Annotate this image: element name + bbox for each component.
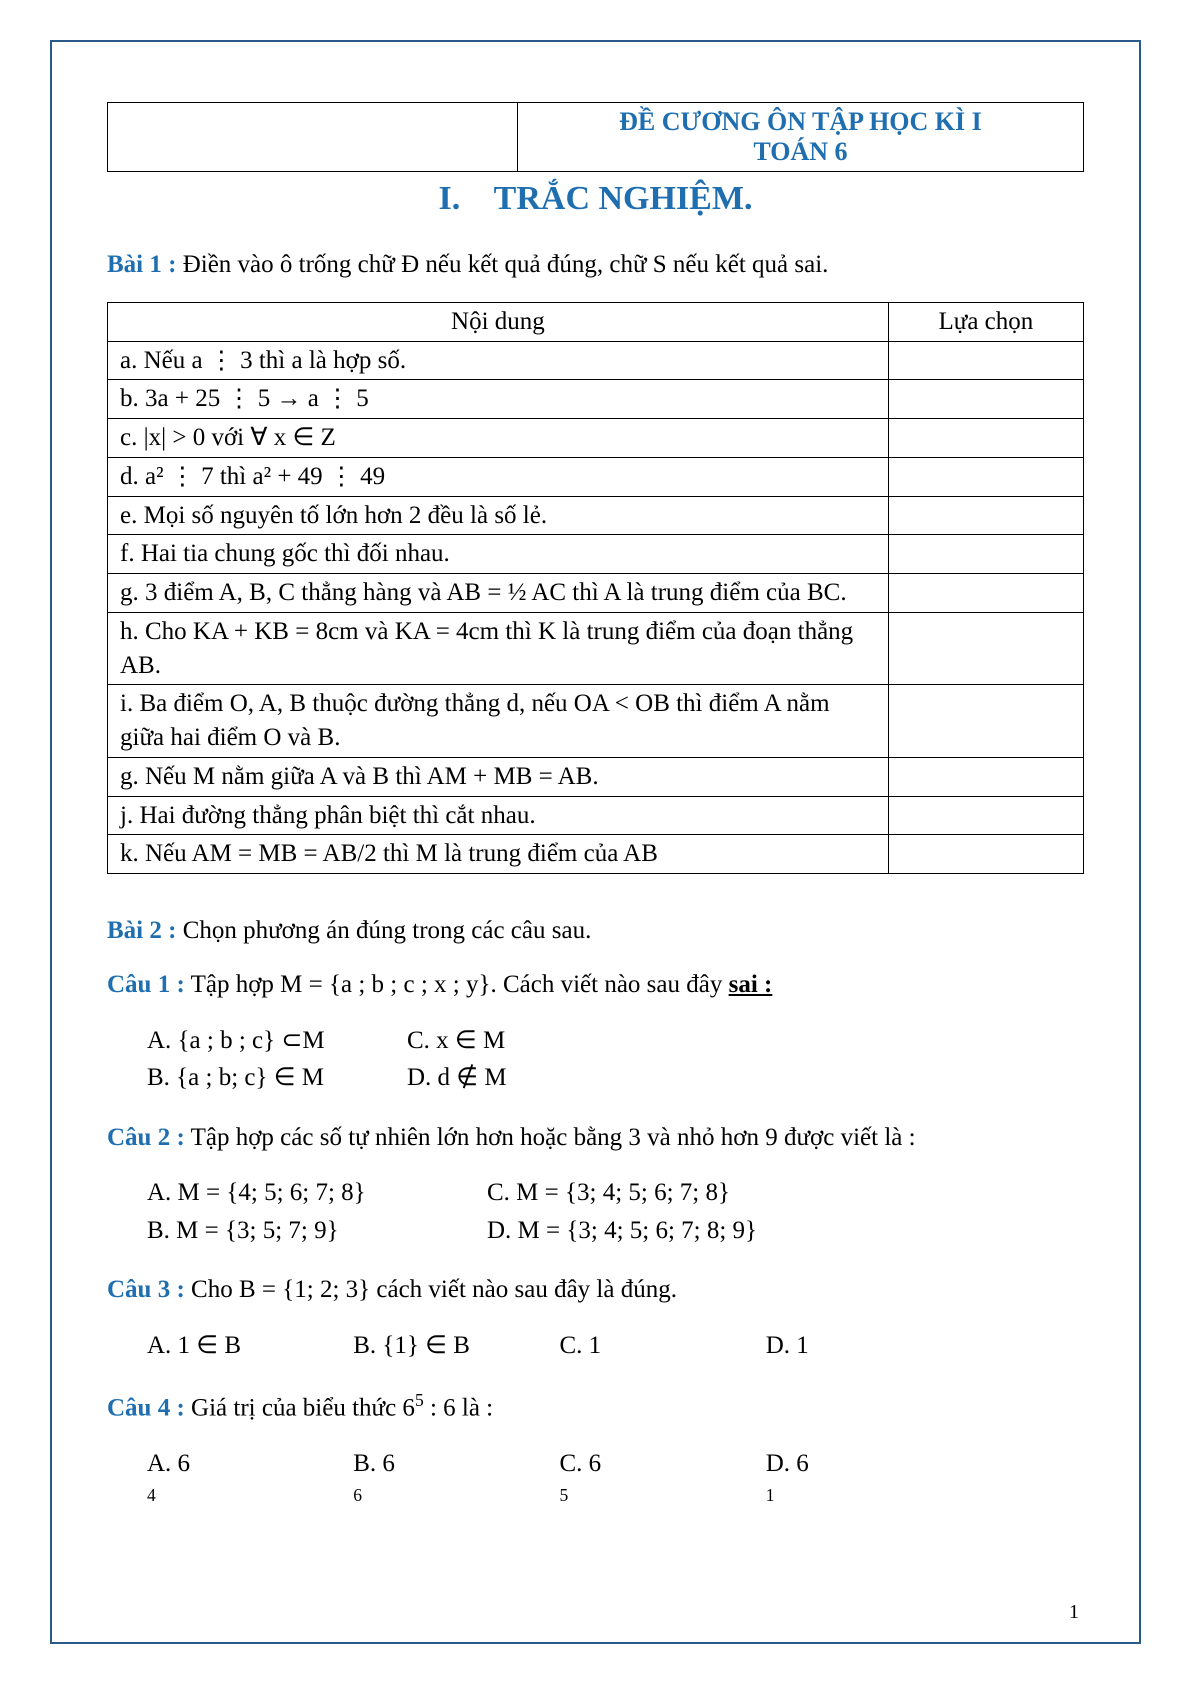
cau4-para: Câu 4 : Giá trị của biểu thức 65 : 6 là … — [107, 1389, 1084, 1425]
section-title: I. TRẮC NGHIỆM. — [107, 180, 1084, 218]
table-row: i. Ba điểm O, A, B thuộc đường thẳng d, … — [108, 685, 889, 758]
table-row: k. Nếu AM = MB = AB/2 thì M là trung điể… — [108, 835, 889, 874]
table-row: h. Cho KA + KB = 8cm và KA = 4cm thì K l… — [108, 612, 889, 685]
header-left-cell — [108, 103, 518, 172]
bai2-text: Chọn phương án đúng trong các câu sau. — [176, 917, 591, 944]
th-noidung: Nội dung — [108, 302, 889, 341]
table-row: g. 3 điểm A, B, C thẳng hàng và AB = ½ A… — [108, 574, 889, 613]
cau2-para: Câu 2 : Tập hợp các số tự nhiên lớn hơn … — [107, 1121, 1084, 1155]
choice-cell[interactable] — [888, 757, 1083, 796]
cau4-text-post: : 6 là : — [424, 1394, 493, 1421]
choice-cell[interactable] — [888, 457, 1083, 496]
cau2-text: Tập hợp các số tự nhiên lớn hơn hoặc bằn… — [185, 1124, 916, 1151]
bai2-label: Bài 2 : — [107, 917, 176, 944]
cau4-label: Câu 4 : — [107, 1394, 185, 1421]
bai2-para: Bài 2 : Chọn phương án đúng trong các câ… — [107, 914, 1084, 948]
choice-cell[interactable] — [888, 535, 1083, 574]
cau1-options: A. {a ; b ; c} ⊂M C. x ∈ M B. {a ; b; c}… — [147, 1022, 1084, 1097]
table-row: a. Nếu a ⋮ 3 thì a là hợp số. — [108, 341, 889, 380]
header-title-line2: TOÁN 6 — [753, 137, 847, 166]
cau2-label: Câu 2 : — [107, 1124, 185, 1151]
table-row: g. Nếu M nằm giữa A và B thì AM + MB = A… — [108, 757, 889, 796]
cau2-options: A. M = {4; 5; 6; 7; 8} C. M = {3; 4; 5; … — [147, 1174, 1084, 1249]
cau1-B: B. {a ; b; c} ∈ M — [147, 1059, 407, 1097]
cau4-A: A. 64 — [147, 1445, 347, 1522]
cau4-C: C. 65 — [560, 1445, 760, 1522]
cau1-label: Câu 1 : — [107, 971, 185, 998]
cau3-text: Cho B = {1; 2; 3} cách viết nào sau đây … — [185, 1276, 677, 1303]
section-name: TRẮC NGHIỆM. — [494, 180, 753, 217]
section-number: I. — [439, 180, 461, 217]
cau1-D: D. d ∉ M — [407, 1059, 507, 1097]
choice-cell[interactable] — [888, 796, 1083, 835]
cau4-text-pre: Giá trị của biểu thức 6 — [185, 1394, 415, 1421]
table-row: d. a² ⋮ 7 thì a² + 49 ⋮ 49 — [108, 457, 889, 496]
cau2-D: D. M = {3; 4; 5; 6; 7; 8; 9} — [487, 1212, 757, 1250]
choice-cell[interactable] — [888, 341, 1083, 380]
table-row: c. |x| > 0 với ∀ x ∈ Z — [108, 419, 889, 458]
cau3-C: C. 1 — [560, 1327, 760, 1365]
cau2-B: B. M = {3; 5; 7; 9} — [147, 1212, 487, 1250]
cau3-options: A. 1 ∈ B B. {1} ∈ B C. 1 D. 1 — [147, 1327, 1084, 1365]
bai1-para: Bài 1 : Điền vào ô trống chữ Đ nếu kết q… — [107, 248, 1084, 282]
choice-cell[interactable] — [888, 835, 1083, 874]
cau3-D: D. 1 — [766, 1327, 966, 1365]
cau1-C: C. x ∈ M — [407, 1022, 505, 1060]
bai1-label: Bài 1 : — [107, 251, 176, 278]
cau3-B: B. {1} ∈ B — [353, 1327, 553, 1365]
cau1-para: Câu 1 : Tập hợp M = {a ; b ; c ; x ; y}.… — [107, 968, 1084, 1002]
cau1-sai: sai : — [729, 971, 773, 998]
table-row: j. Hai đường thẳng phân biệt thì cắt nha… — [108, 796, 889, 835]
cau4-exp: 5 — [415, 1390, 424, 1410]
cau3-para: Câu 3 : Cho B = {1; 2; 3} cách viết nào … — [107, 1273, 1084, 1307]
cau2-C: C. M = {3; 4; 5; 6; 7; 8} — [487, 1174, 730, 1212]
choice-cell[interactable] — [888, 380, 1083, 419]
cau4-D: D. 61 — [766, 1445, 966, 1522]
choice-cell[interactable] — [888, 685, 1083, 758]
cau3-label: Câu 3 : — [107, 1276, 185, 1303]
table-row: b. 3a + 25 ⋮ 5 → a ⋮ 5 — [108, 380, 889, 419]
cau1-text: Tập hợp M = {a ; b ; c ; x ; y}. Cách vi… — [185, 971, 729, 998]
cau1-A: A. {a ; b ; c} ⊂M — [147, 1022, 407, 1060]
page-number: 1 — [1069, 1601, 1079, 1624]
cau4-B: B. 66 — [353, 1445, 553, 1522]
th-luachon: Lựa chọn — [888, 302, 1083, 341]
header-table: ĐỀ CƯƠNG ÔN TẬP HỌC KÌ I TOÁN 6 — [107, 102, 1084, 172]
choice-cell[interactable] — [888, 574, 1083, 613]
table-row: f. Hai tia chung gốc thì đối nhau. — [108, 535, 889, 574]
page-frame: ĐỀ CƯƠNG ÔN TẬP HỌC KÌ I TOÁN 6 I. TRẮC … — [50, 40, 1141, 1644]
choice-cell[interactable] — [888, 419, 1083, 458]
cau3-A: A. 1 ∈ B — [147, 1327, 347, 1365]
bai1-text: Điền vào ô trống chữ Đ nếu kết quả đúng,… — [176, 251, 828, 278]
choice-cell[interactable] — [888, 496, 1083, 535]
choice-cell[interactable] — [888, 612, 1083, 685]
cau4-options: A. 64 B. 66 C. 65 D. 61 — [147, 1445, 1084, 1522]
header-title-cell: ĐỀ CƯƠNG ÔN TẬP HỌC KÌ I TOÁN 6 — [517, 103, 1083, 172]
cau2-A: A. M = {4; 5; 6; 7; 8} — [147, 1174, 487, 1212]
table-row: e. Mọi số nguyên tố lớn hơn 2 đều là số … — [108, 496, 889, 535]
header-title-line1: ĐỀ CƯƠNG ÔN TẬP HỌC KÌ I — [619, 107, 982, 136]
bai1-table: Nội dung Lựa chọn a. Nếu a ⋮ 3 thì a là … — [107, 302, 1084, 874]
